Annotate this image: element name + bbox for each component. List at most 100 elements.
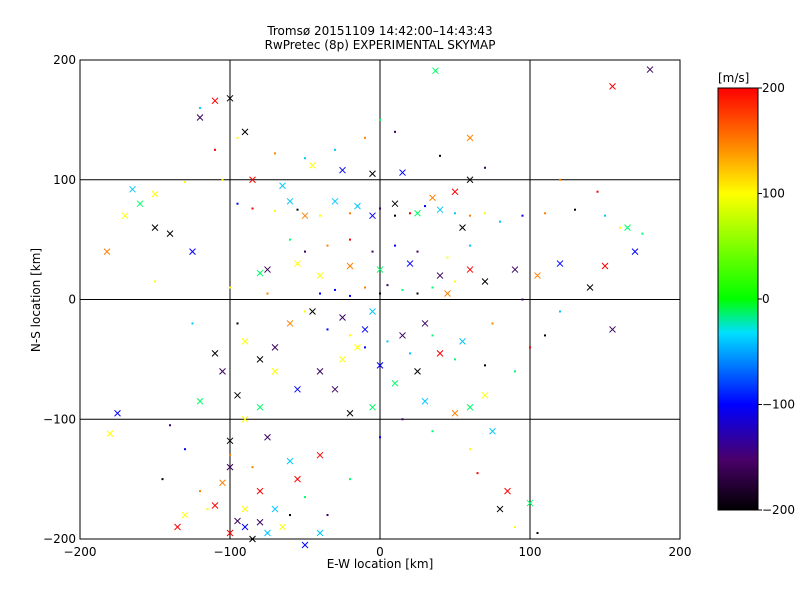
colorbar-tick-label: −100 — [762, 398, 795, 412]
scatter-point — [191, 322, 194, 325]
scatter-point — [334, 148, 336, 151]
scatter-point — [429, 194, 436, 202]
scatter-point — [234, 391, 241, 399]
scatter-points — [103, 66, 654, 549]
scatter-point — [444, 290, 451, 297]
scatter-point — [379, 118, 381, 121]
scatter-point — [184, 448, 186, 451]
scatter-point — [481, 278, 489, 285]
scatter-point — [211, 350, 219, 357]
scatter-point — [529, 346, 531, 349]
x-tick-label: 0 — [376, 545, 384, 559]
scatter-point — [294, 260, 301, 267]
scatter-point — [234, 517, 241, 525]
scatter-point — [364, 136, 366, 139]
scatter-point — [394, 244, 396, 247]
scatter-point — [349, 478, 351, 481]
scatter-point — [114, 409, 121, 417]
scatter-point — [289, 514, 291, 517]
scatter-point — [431, 430, 434, 433]
scatter-point — [199, 106, 201, 109]
scatter-point — [481, 391, 489, 399]
y-axis-label: N-S location [km] — [29, 248, 43, 352]
scatter-point — [609, 326, 616, 333]
y-tick-label: 100 — [53, 173, 76, 187]
scatter-point — [304, 310, 306, 313]
scatter-point — [646, 66, 654, 73]
scatter-point — [504, 487, 511, 495]
colorbar-ticks: 200 100 0 −100 −200 — [758, 81, 795, 517]
scatter-point — [206, 508, 209, 511]
scatter-point — [409, 352, 411, 355]
scatter-point — [211, 97, 219, 105]
scatter-point — [544, 212, 546, 215]
scatter-point — [586, 284, 594, 291]
scatter-point — [301, 212, 309, 220]
scatter-point — [196, 114, 204, 121]
scatter-point — [334, 288, 336, 291]
scatter-point — [431, 286, 434, 289]
scatter-point — [184, 181, 186, 184]
scatter-point — [454, 212, 456, 215]
chart-title: Tromsø 20151109 14:42:00–14:43:43 — [267, 24, 493, 38]
scatter-point — [491, 322, 494, 325]
x-tick-label: −100 — [214, 545, 247, 559]
scatter-point — [349, 212, 351, 215]
scatter-point — [469, 448, 471, 451]
scatter-point — [319, 214, 321, 217]
scatter-point — [226, 94, 234, 102]
scatter-point — [406, 260, 414, 267]
scatter-point — [304, 250, 306, 253]
scatter-point — [346, 262, 354, 270]
scatter-point — [534, 272, 541, 279]
scatter-point — [354, 344, 361, 351]
scatter-point — [574, 208, 576, 211]
scatter-point — [229, 454, 231, 457]
scatter-point — [451, 188, 459, 196]
colorbar-tick-label: −200 — [762, 503, 795, 517]
scatter-point — [619, 226, 621, 229]
scatter-point — [331, 197, 339, 205]
scatter-point — [326, 244, 329, 247]
scatter-point — [624, 224, 631, 232]
scatter-point — [199, 490, 201, 493]
scatter-point — [369, 212, 376, 220]
scatter-point — [414, 209, 421, 217]
scatter-point — [296, 208, 299, 211]
scatter-point — [376, 362, 384, 369]
scatter-point — [424, 205, 426, 208]
scatter-point — [169, 424, 171, 427]
scatter-point — [241, 338, 249, 345]
scatter-point — [354, 202, 361, 210]
scatter-point — [266, 292, 269, 295]
scatter-point — [256, 269, 264, 277]
scatter-point — [264, 266, 271, 273]
scatter-point — [466, 266, 474, 273]
scatter-point — [394, 214, 396, 217]
scatter-point — [436, 350, 444, 357]
scatter-point — [559, 178, 561, 181]
scatter-point — [526, 499, 534, 507]
scatter-point — [236, 322, 239, 325]
y-tick-label: 0 — [68, 293, 76, 307]
scatter-point — [369, 308, 376, 315]
scatter-point — [241, 128, 249, 136]
scatter-point — [469, 214, 471, 217]
scatter-point — [129, 185, 136, 193]
scatter-point — [339, 314, 346, 321]
scatter-point — [476, 472, 479, 475]
colorbar-tick-label: 200 — [762, 81, 785, 95]
scatter-point — [181, 511, 189, 519]
scatter-point — [294, 475, 301, 483]
scatter-point — [416, 250, 419, 253]
x-axis-label: E-W location [km] — [327, 557, 434, 571]
scatter-point — [484, 212, 486, 215]
scatter-point — [339, 166, 346, 174]
scatter-point — [214, 148, 216, 151]
scatter-point — [514, 370, 516, 373]
scatter-point — [631, 248, 639, 255]
colorbar-tick-label: 0 — [762, 292, 770, 306]
scatter-point — [454, 280, 456, 283]
scatter-point — [514, 526, 516, 529]
y-tick-label: 200 — [53, 53, 76, 67]
